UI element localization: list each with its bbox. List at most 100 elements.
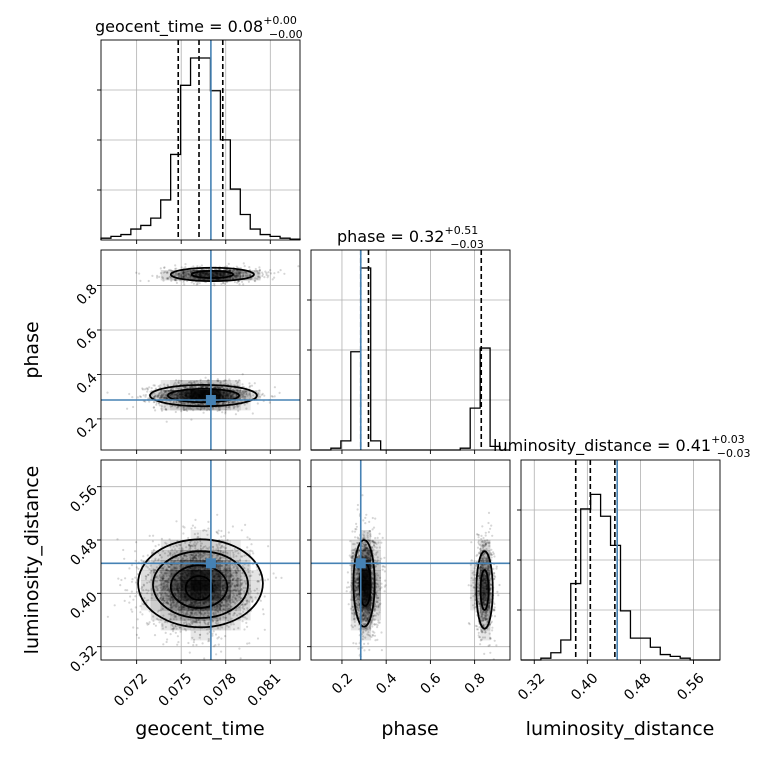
sample-point (256, 637, 260, 640)
sample-point (161, 627, 164, 630)
sample-point (190, 544, 194, 547)
sample-point (205, 529, 208, 532)
sample-point (197, 618, 200, 622)
sample-point (145, 622, 148, 625)
sample-point (183, 402, 186, 405)
sample-point (240, 555, 243, 558)
sample-point (192, 620, 195, 624)
sample-point (206, 553, 209, 556)
sample-point (199, 552, 202, 556)
sample-point (182, 525, 185, 528)
sample-point (162, 279, 165, 282)
sample-point (146, 388, 149, 391)
sample-point (248, 392, 251, 395)
sample-point (241, 606, 244, 609)
sample-point (232, 388, 235, 391)
sample-point (146, 573, 150, 577)
sample-point (147, 279, 150, 283)
sample-point (122, 548, 125, 552)
sample-point (216, 385, 219, 389)
sample-point (233, 280, 236, 284)
sample-point (231, 401, 234, 404)
sample-point (188, 386, 191, 389)
sample-point (226, 538, 229, 542)
sample-point (182, 281, 185, 284)
sample-point (253, 382, 256, 385)
sample-point (143, 388, 146, 391)
sample-point (174, 410, 177, 414)
sample-point (172, 566, 175, 569)
density-cell (180, 390, 191, 401)
sample-point (167, 390, 170, 393)
density-cell (220, 390, 231, 401)
sample-point (237, 569, 240, 573)
sample-point (185, 555, 188, 558)
sample-point (237, 404, 240, 407)
sample-point (164, 396, 167, 399)
sample-point (237, 584, 240, 587)
sample-point (241, 383, 244, 386)
sample-point (166, 602, 169, 605)
sample-point (162, 597, 165, 600)
sample-point (190, 385, 193, 388)
sample-point (188, 543, 191, 547)
sample-point (203, 528, 206, 532)
sample-point (144, 395, 147, 398)
sample-point (263, 394, 266, 397)
sample-point (186, 272, 189, 275)
sample-point (225, 568, 229, 571)
sample-point (186, 402, 189, 405)
sample-point (162, 397, 166, 400)
sample-point (231, 578, 234, 582)
sample-point (225, 602, 228, 606)
sample-point (188, 544, 191, 547)
sample-point (233, 387, 237, 390)
sample-point (166, 397, 169, 400)
sample-point (195, 643, 198, 647)
density-cell (160, 400, 171, 411)
sample-point (163, 383, 166, 386)
sample-point (182, 406, 185, 409)
sample-point (228, 564, 231, 568)
sample-point (193, 556, 196, 559)
sample-point (241, 581, 244, 585)
sample-point (212, 613, 216, 617)
sample-point (192, 558, 195, 561)
sample-point (208, 381, 211, 385)
sample-point (187, 272, 190, 275)
sample-point (232, 555, 235, 559)
sample-point (229, 387, 232, 390)
sample-point (215, 385, 218, 388)
sample-point (207, 623, 210, 626)
sample-point (224, 410, 227, 413)
sample-point (134, 581, 138, 584)
sample-point (214, 268, 217, 271)
sample-point (240, 529, 243, 532)
sample-point (207, 614, 210, 617)
sample-point (158, 393, 161, 396)
sample-point (195, 552, 198, 555)
sample-point (160, 409, 164, 412)
sample-point (166, 569, 169, 572)
sample-point (204, 376, 207, 379)
sample-point (201, 386, 204, 389)
sample-point (225, 600, 228, 603)
sample-point (159, 586, 162, 589)
sample-point (219, 617, 222, 620)
sample-point (218, 408, 221, 411)
sample-point (244, 274, 247, 277)
sample-point (226, 281, 229, 284)
sample-point (185, 555, 188, 558)
sample-point (179, 544, 182, 547)
sample-point (230, 396, 233, 399)
sample-point (172, 604, 175, 608)
sample-point (162, 582, 165, 586)
sample-point (191, 610, 194, 613)
sample-point (157, 543, 160, 546)
sample-point (216, 619, 219, 622)
sample-point (199, 611, 202, 614)
sample-point (162, 588, 165, 591)
sample-point (245, 621, 248, 625)
sample-point (242, 274, 245, 277)
sample-point (172, 545, 175, 548)
